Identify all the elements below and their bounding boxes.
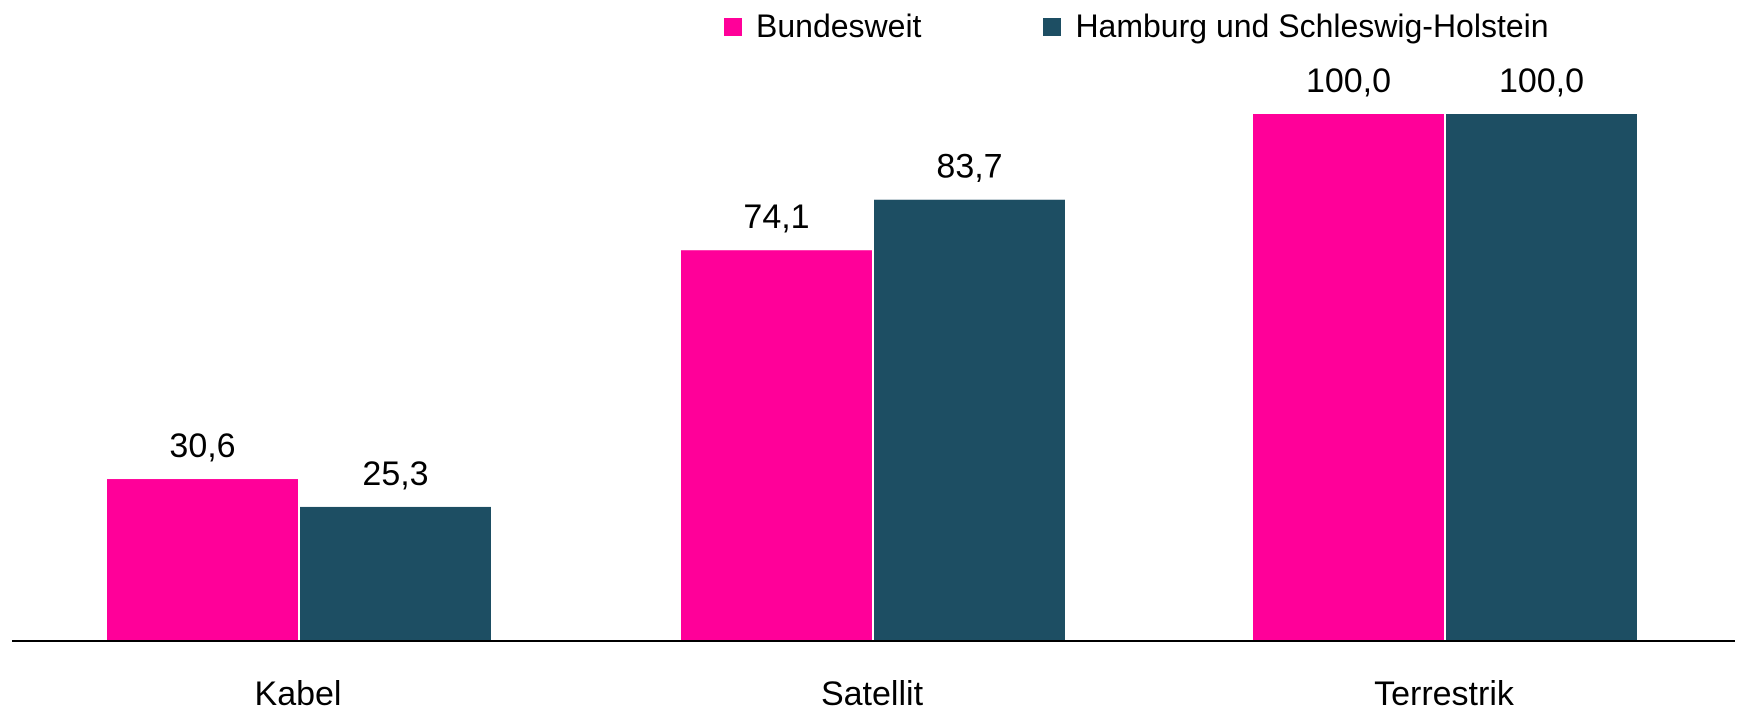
value-label-bundesweit-satellit: 74,1 <box>743 198 809 236</box>
category-labels-group: Kabel Satellit Terrestrik <box>255 675 1515 713</box>
legend: Bundesweit Hamburg und Schleswig-Holstei… <box>724 8 1549 45</box>
value-label-hamburg-sh-terrestrik: 100,0 <box>1499 62 1584 100</box>
value-label-bundesweit-terrestrik: 100,0 <box>1306 62 1391 100</box>
bar-bundesweit-kabel <box>107 479 298 640</box>
legend-swatch-bundesweit <box>724 17 742 36</box>
legend-item-hamburg-sh: Hamburg und Schleswig-Holstein <box>1043 8 1549 45</box>
legend-label-hamburg-sh: Hamburg und Schleswig-Holstein <box>1075 8 1549 44</box>
category-label-satellit: Satellit <box>821 675 924 713</box>
category-label-terrestrik: Terrestrik <box>1374 675 1515 713</box>
bar-hamburg-sh-terrestrik <box>1446 114 1637 640</box>
value-labels-group: 30,6 25,3 74,1 83,7 100,0 100,0 <box>169 62 1584 493</box>
bar-bundesweit-terrestrik <box>1253 114 1444 640</box>
bar-bundesweit-satellit <box>681 250 872 640</box>
value-label-hamburg-sh-kabel: 25,3 <box>362 455 428 493</box>
legend-item-bundesweit: Bundesweit <box>724 8 921 45</box>
value-label-bundesweit-kabel: 30,6 <box>169 427 235 465</box>
bar-hamburg-sh-satellit <box>874 199 1065 640</box>
bars-group <box>107 114 1637 640</box>
legend-swatch-hamburg-sh <box>1043 17 1062 36</box>
category-label-kabel: Kabel <box>255 675 342 713</box>
legend-label-bundesweit: Bundesweit <box>756 8 922 44</box>
value-label-hamburg-sh-satellit: 83,7 <box>936 148 1002 186</box>
bar-hamburg-sh-kabel <box>300 506 491 640</box>
